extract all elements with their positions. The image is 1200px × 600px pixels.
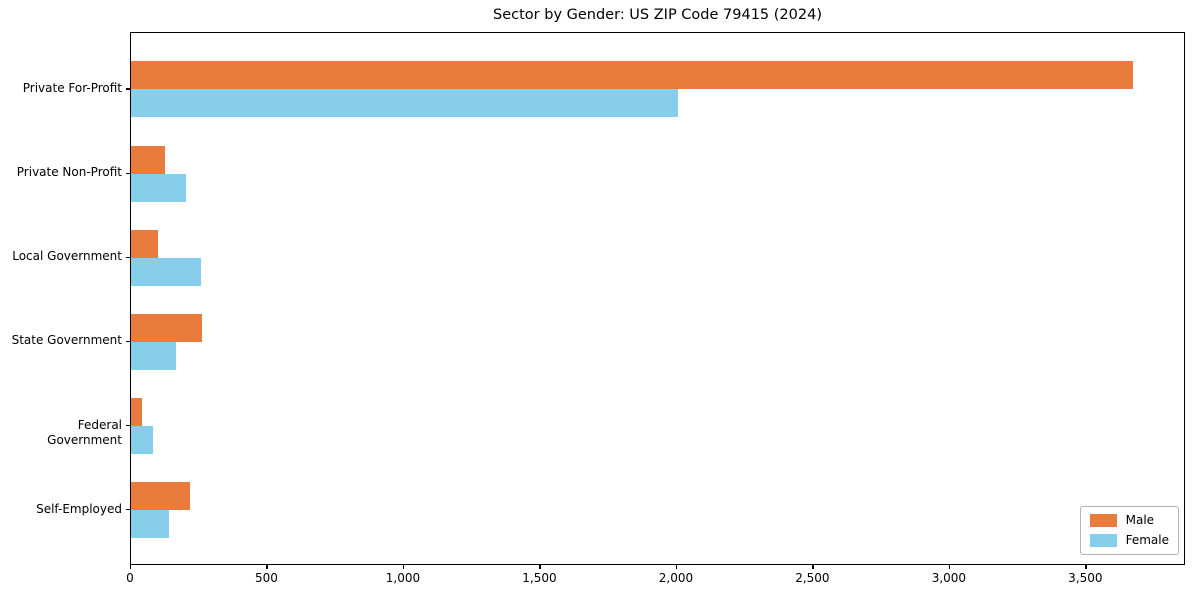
x-axis-tick-label: 2,500 [795,571,830,585]
bar-female-state-government [131,341,177,370]
legend-swatch-female [1089,534,1117,547]
bar-male-federal-government [131,398,142,427]
x-tick-mark [948,565,951,569]
bar-male-local-government [131,229,159,258]
bar-male-private-for-profit [131,61,1133,90]
legend-row-male: Male [1089,513,1169,527]
y-tick-mark [126,509,130,511]
bar-female-private-for-profit [131,89,679,118]
y-tick-mark [126,172,130,174]
y-axis-label-state-government: State Government [11,333,122,348]
y-tick-mark [126,256,130,258]
y-axis-label-private-non-profit: Private Non-Profit [16,165,122,180]
legend-swatch-male [1089,514,1117,527]
y-axis-label-federal-government: Federal Government [47,417,122,447]
x-tick-mark [539,565,541,569]
legend-label-male: Male [1125,513,1155,527]
bar-female-local-government [131,257,201,286]
x-axis-tick-label: 500 [255,571,278,585]
y-tick-mark [126,88,130,90]
x-axis-tick-label: 1,000 [385,571,421,585]
bar-female-self-employed [131,510,170,539]
x-tick-mark [812,565,814,569]
y-axis-label-local-government: Local Government [12,249,122,264]
x-axis-tick-label: 0 [126,571,134,585]
x-axis-tick-label: 2,000 [658,571,694,585]
legend-label-female: Female [1125,533,1169,547]
plot-area: Male Female [130,32,1185,565]
bar-female-federal-government [131,426,153,455]
x-tick-mark [402,565,405,569]
x-tick-mark [266,565,268,569]
y-tick-mark [126,425,130,427]
legend: Male Female [1079,506,1179,555]
bar-male-self-employed [131,482,190,511]
x-tick-mark [130,565,132,569]
y-axis-label-private-for-profit: Private For-Profit [22,80,122,95]
x-tick-mark [675,565,678,569]
chart-title: Sector by Gender: US ZIP Code 79415 (202… [493,7,822,23]
y-axis-label-self-employed: Self-Employed [36,501,122,516]
legend-row-female: Female [1089,533,1169,547]
bar-male-private-non-profit [131,145,166,174]
x-tick-mark [1085,565,1087,569]
x-axis-tick-label: 3,500 [1068,571,1103,585]
x-axis-tick-label: 3,000 [931,571,967,585]
y-tick-mark [126,340,130,343]
bar-male-state-government [131,313,202,342]
bar-female-private-non-profit [131,173,186,202]
x-axis-tick-label: 1,500 [522,571,557,585]
